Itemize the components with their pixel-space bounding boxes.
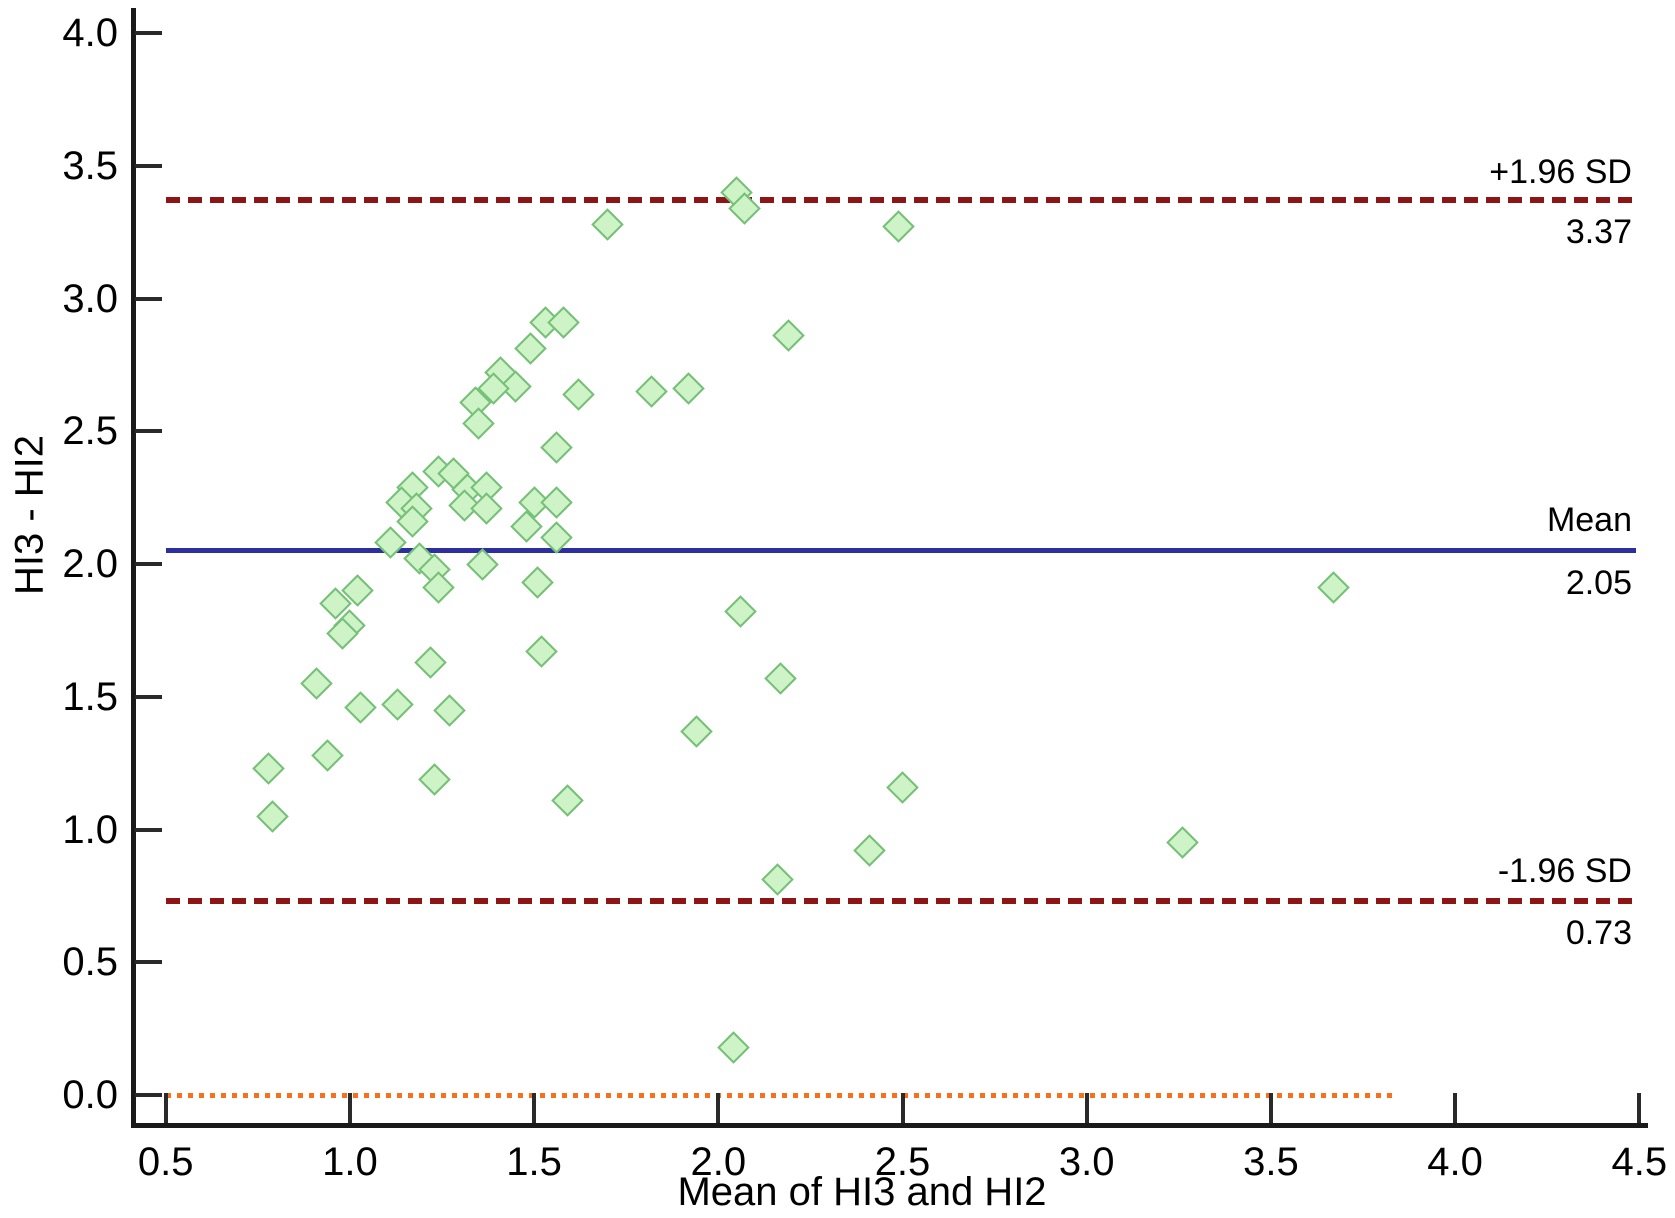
x-tick-mark — [1268, 1093, 1273, 1123]
data-point-diamond — [886, 770, 919, 804]
data-point-diamond — [344, 691, 378, 724]
x-tick-label: 4.0 — [1427, 1140, 1483, 1184]
y-tick-label: 3.0 — [62, 276, 118, 321]
data-point-diamond — [772, 319, 805, 352]
x-tick-mark — [1084, 1093, 1089, 1123]
data-point-diamond — [414, 645, 448, 679]
data-point-diamond — [418, 762, 451, 796]
y-axis-title: HI3 - HI2 — [7, 434, 52, 596]
data-point-diamond — [547, 306, 580, 339]
upper-loa-value: 3.37 — [1565, 213, 1632, 251]
x-tick-mark — [163, 1093, 168, 1123]
x-tick-label: 1.0 — [322, 1140, 378, 1184]
x-tick-label: 2.5 — [874, 1140, 931, 1184]
data-point-diamond — [716, 1030, 750, 1064]
y-tick-mark — [135, 429, 162, 434]
data-point-diamond — [672, 372, 706, 406]
data-point-diamond — [679, 714, 713, 748]
y-tick-label: 3.5 — [62, 143, 118, 188]
data-point-diamond — [381, 688, 415, 721]
data-point-diamond — [462, 407, 496, 440]
y-tick-mark — [135, 1093, 162, 1097]
y-tick-mark — [135, 296, 162, 301]
data-point-diamond — [514, 332, 547, 366]
lower-loa-line — [165, 898, 1636, 905]
zero-line — [165, 1092, 1397, 1098]
data-point-diamond — [539, 486, 573, 520]
data-point-diamond — [300, 667, 333, 700]
y-tick-mark — [135, 163, 162, 168]
x-tick-mark — [347, 1093, 352, 1123]
x-tick-label: 3.0 — [1058, 1140, 1115, 1184]
data-point-diamond — [550, 784, 584, 817]
x-tick-label: 4.5 — [1611, 1140, 1668, 1184]
x-tick-label: 2.0 — [690, 1140, 747, 1184]
upper-loa-line — [165, 197, 1636, 204]
data-point-diamond — [724, 595, 757, 629]
lower-loa-value: 0.73 — [1565, 914, 1632, 952]
x-tick-mark — [1637, 1093, 1642, 1123]
mean-label: Mean — [1546, 501, 1632, 539]
y-tick-label: 4.0 — [62, 11, 118, 55]
data-point-diamond — [539, 430, 573, 464]
x-tick-label: 1.5 — [506, 1140, 562, 1184]
mean-line — [165, 548, 1636, 554]
data-point-diamond — [433, 693, 466, 727]
x-tick-mark — [716, 1093, 721, 1123]
y-tick-label: 2.5 — [62, 409, 118, 454]
x-axis-line — [131, 1123, 1648, 1128]
mean-value: 2.05 — [1565, 564, 1632, 602]
y-tick-label: 2.0 — [62, 542, 118, 586]
y-tick-mark — [135, 827, 162, 832]
data-point-diamond — [256, 799, 289, 833]
x-tick-label: 0.5 — [137, 1140, 194, 1184]
data-point-diamond — [311, 738, 345, 772]
x-axis-title: Mean of HI3 and HI2 — [677, 1170, 1047, 1214]
data-point-diamond — [374, 526, 407, 560]
x-tick-mark — [1453, 1093, 1458, 1123]
data-point-diamond — [510, 510, 543, 544]
data-point-diamond — [1166, 826, 1199, 860]
y-tick-mark — [135, 562, 162, 566]
lower-loa-label: -1.96 SD — [1497, 852, 1632, 890]
y-tick-label: 0.5 — [62, 940, 118, 985]
data-point-diamond — [591, 207, 625, 241]
data-point-diamond — [882, 210, 916, 244]
y-tick-mark — [135, 694, 162, 699]
y-tick-label: 0.0 — [62, 1073, 118, 1117]
x-tick-mark — [900, 1093, 905, 1123]
data-point-diamond — [635, 375, 669, 408]
x-tick-mark — [532, 1093, 537, 1123]
y-axis-line — [131, 8, 136, 1127]
upper-loa-label: +1.96 SD — [1489, 153, 1632, 191]
data-point-diamond — [525, 635, 558, 668]
data-point-diamond — [562, 377, 595, 411]
data-point-diamond — [252, 752, 286, 785]
data-point-diamond — [760, 863, 794, 897]
y-tick-label: 1.5 — [62, 674, 118, 719]
data-point-diamond — [521, 566, 555, 599]
data-point-diamond — [853, 834, 886, 867]
data-point-diamond — [764, 661, 798, 695]
y-tick-label: 1.0 — [62, 807, 118, 852]
x-tick-label: 3.5 — [1243, 1140, 1299, 1184]
y-tick-mark — [135, 960, 162, 965]
y-tick-mark — [135, 31, 162, 35]
